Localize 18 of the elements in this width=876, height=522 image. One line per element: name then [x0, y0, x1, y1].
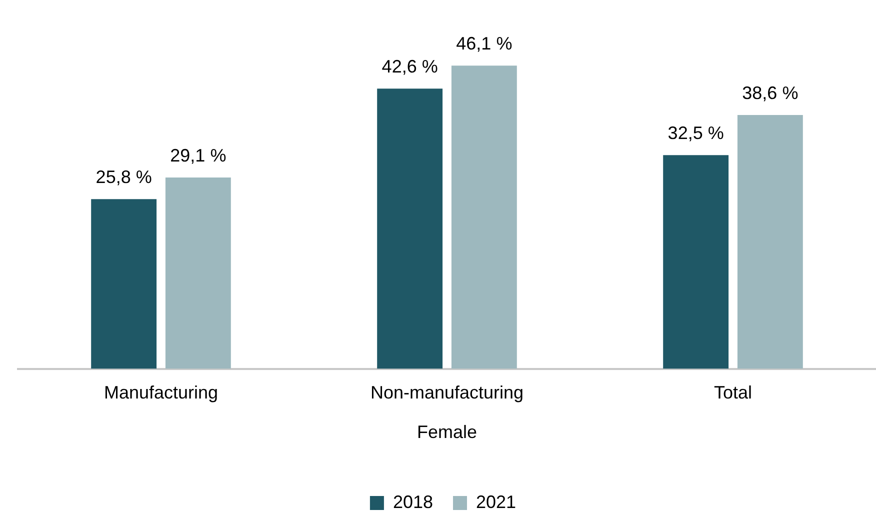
bar: [451, 66, 517, 369]
data-label: 38,6 %: [742, 82, 798, 103]
bar: [663, 155, 729, 369]
data-label: 29,1 %: [170, 145, 226, 166]
bar: [165, 177, 231, 369]
data-label: 46,1 %: [456, 34, 512, 54]
data-label: 42,6 %: [382, 56, 438, 77]
bar: [91, 199, 157, 369]
x-tick-label: Total: [714, 382, 752, 403]
x-tick-label: Manufacturing: [104, 382, 218, 403]
data-label: 32,5 %: [668, 123, 724, 144]
bar: [737, 114, 803, 369]
x-tick-label: Non-manufacturing: [370, 382, 524, 403]
legend-label: 2018: [392, 492, 434, 512]
bar: [377, 88, 443, 369]
data-label: 25,8 %: [96, 167, 152, 188]
x-axis-title: Female: [416, 422, 478, 442]
legend-label: 2021: [476, 492, 516, 512]
